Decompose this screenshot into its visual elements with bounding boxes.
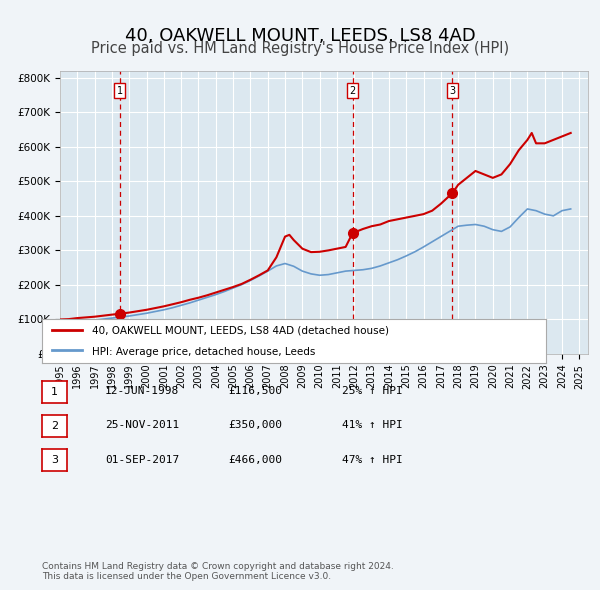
Text: Price paid vs. HM Land Registry's House Price Index (HPI): Price paid vs. HM Land Registry's House …	[91, 41, 509, 56]
Text: 40, OAKWELL MOUNT, LEEDS, LS8 4AD: 40, OAKWELL MOUNT, LEEDS, LS8 4AD	[125, 27, 475, 45]
Text: Contains HM Land Registry data © Crown copyright and database right 2024.
This d: Contains HM Land Registry data © Crown c…	[42, 562, 394, 581]
Text: 3: 3	[51, 455, 58, 465]
Text: 1: 1	[51, 387, 58, 396]
Text: 25-NOV-2011: 25-NOV-2011	[105, 421, 179, 430]
Text: 1: 1	[116, 86, 123, 96]
Text: 12-JUN-1998: 12-JUN-1998	[105, 386, 179, 396]
Text: 2: 2	[349, 86, 356, 96]
Text: 01-SEP-2017: 01-SEP-2017	[105, 455, 179, 464]
Text: 40, OAKWELL MOUNT, LEEDS, LS8 4AD (detached house): 40, OAKWELL MOUNT, LEEDS, LS8 4AD (detac…	[92, 326, 389, 336]
Text: HPI: Average price, detached house, Leeds: HPI: Average price, detached house, Leed…	[92, 347, 316, 357]
Text: 2: 2	[51, 421, 58, 431]
Text: 41% ↑ HPI: 41% ↑ HPI	[342, 421, 403, 430]
Text: £466,000: £466,000	[228, 455, 282, 464]
Text: 3: 3	[449, 86, 455, 96]
Text: 25% ↑ HPI: 25% ↑ HPI	[342, 386, 403, 396]
Text: £350,000: £350,000	[228, 421, 282, 430]
Text: 47% ↑ HPI: 47% ↑ HPI	[342, 455, 403, 464]
Text: £116,500: £116,500	[228, 386, 282, 396]
